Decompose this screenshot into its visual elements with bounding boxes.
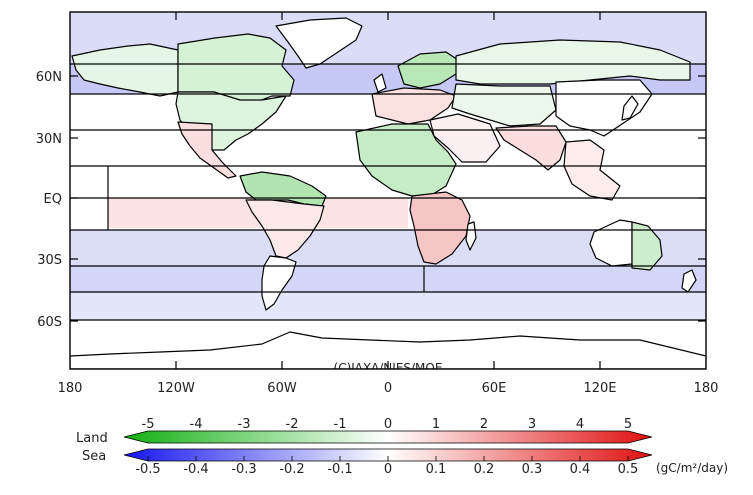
band-boundaries <box>70 63 706 321</box>
lon-label-120e: 120E <box>583 381 616 396</box>
region-madagascar <box>465 221 477 251</box>
region-japan <box>621 95 639 121</box>
region-europe <box>371 87 457 125</box>
land-tick-label: 4 <box>576 417 584 432</box>
land-tick-label: -5 <box>142 417 155 432</box>
sea-tick-label: -0.3 <box>231 462 256 477</box>
region-alaska <box>71 43 179 97</box>
region-sa-south <box>261 255 297 311</box>
sea-tick-label: 0 <box>384 462 392 477</box>
sea-label: Sea <box>82 449 106 464</box>
land-label: Land <box>76 431 108 446</box>
colorbar: -5 -4 -3 -2 -1 0 1 2 3 4 5 -0.5 -0.4 -0.3 -0.2 -0.1 0 0.… <box>76 417 728 477</box>
region-uk <box>373 73 387 93</box>
map-area: (C)JAXA/NIES/MOE <box>70 12 706 369</box>
lat-label-60s: 60S <box>37 315 62 330</box>
land-tick-label: 5 <box>624 417 632 432</box>
sea-band-south-mid <box>70 266 706 292</box>
region-africa-north <box>355 123 457 197</box>
lon-label-180w: 180 <box>58 381 83 396</box>
lon-label-120w: 120W <box>157 381 195 396</box>
land-tick-label: 1 <box>432 417 440 432</box>
region-australia-west <box>589 219 633 267</box>
region-antarctica <box>70 331 706 369</box>
region-australia-east <box>631 221 663 271</box>
lon-label-0: 0 <box>384 381 392 396</box>
sea-tick-label: 0.2 <box>474 462 495 477</box>
land-tick-label: -1 <box>334 417 347 432</box>
lon-label-180e: 180 <box>694 381 719 396</box>
land-tick-label: -3 <box>238 417 251 432</box>
land-tick-label: -4 <box>190 417 203 432</box>
lat-label-30n: 30N <box>36 132 62 147</box>
lon-label-60w: 60W <box>267 381 297 396</box>
lat-label-eq: EQ <box>44 192 62 207</box>
sea-tick-label: -0.4 <box>183 462 208 477</box>
land-tick-label: -2 <box>286 417 299 432</box>
sea-tick-label: 0.1 <box>426 462 447 477</box>
region-sa-central <box>245 199 325 259</box>
sea-tick-label: 0.3 <box>522 462 543 477</box>
lat-label-30s: 30S <box>37 253 62 268</box>
lon-label-60e: 60E <box>482 381 507 396</box>
region-se-asia <box>563 139 621 201</box>
region-new-zealand <box>681 269 697 293</box>
region-siberia <box>455 39 691 85</box>
sea-tick-labels: -0.5 -0.4 -0.3 -0.2 -0.1 0 0.1 0.2 0.3 0.4 0.5 <box>135 456 638 477</box>
lat-axis <box>70 75 706 322</box>
sea-tick-label: 0.5 <box>618 462 639 477</box>
region-greenland <box>275 17 363 69</box>
lon-axis <box>175 12 601 369</box>
region-middle-east <box>429 113 501 163</box>
sea-band-southern-ocean <box>70 292 706 320</box>
region-south-asia <box>495 125 567 171</box>
sea-tick-label: 0.4 <box>570 462 591 477</box>
ocean-flux-bands <box>70 12 706 320</box>
sea-tick-label: -0.5 <box>135 462 160 477</box>
land-tick-label: 3 <box>528 417 536 432</box>
sea-tick-label: -0.2 <box>279 462 304 477</box>
land-tick-label: 2 <box>480 417 488 432</box>
region-africa-south <box>409 191 471 265</box>
units-label: (gC/m²/day) <box>656 461 728 475</box>
sea-tick-label: -0.1 <box>327 462 352 477</box>
land-colorbar <box>123 430 653 444</box>
lat-label-60n: 60N <box>36 70 62 85</box>
land-tick-label: 0 <box>384 417 392 432</box>
region-mexico <box>177 121 237 179</box>
